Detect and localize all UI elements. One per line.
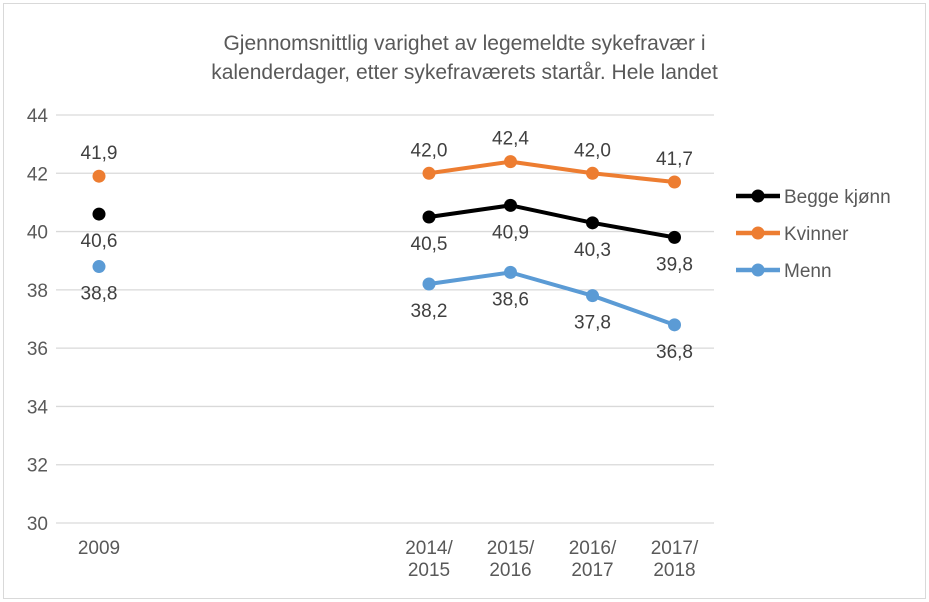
data-label-kvinner: 42,4 — [492, 129, 529, 150]
data-point-menn — [92, 260, 106, 274]
x-tick-label: 2014/2015 — [405, 538, 453, 581]
data-label-begge-kjonn: 40,3 — [574, 240, 611, 261]
data-point-kvinner — [668, 175, 681, 189]
data-point-begge-kjonn — [586, 216, 599, 230]
data-label-begge-kjonn: 39,8 — [656, 254, 693, 275]
legend-marker-begge-kjonn — [751, 189, 765, 203]
data-label-begge-kjonn: 40,6 — [81, 231, 118, 252]
y-tick-label: 34 — [27, 397, 49, 418]
data-label-menn: 38,8 — [81, 284, 118, 305]
x-tick-label: 2017/2018 — [651, 538, 699, 581]
data-point-kvinner — [504, 155, 517, 169]
y-tick-label: 38 — [27, 281, 48, 302]
data-label-kvinner: 42,0 — [411, 140, 448, 161]
data-label-begge-kjonn: 40,9 — [492, 222, 529, 243]
data-label-menn: 38,2 — [411, 301, 448, 322]
data-point-menn — [586, 289, 599, 303]
data-label-menn: 36,8 — [656, 342, 693, 363]
legend-label-kvinner: Kvinner — [784, 224, 849, 245]
y-tick-label: 30 — [27, 514, 48, 535]
legend-marker-menn — [751, 263, 765, 277]
data-label-kvinner: 41,9 — [81, 143, 118, 164]
y-tick-label: 36 — [27, 339, 48, 360]
y-tick-label: 32 — [27, 456, 48, 477]
data-point-menn — [422, 277, 436, 291]
series-line-begge-kjonn — [427, 203, 677, 240]
data-label-kvinner: 42,0 — [574, 140, 611, 161]
x-tick-label: 2016/2017 — [569, 538, 617, 581]
legend-label-menn: Menn — [784, 261, 832, 282]
data-point-begge-kjonn — [422, 210, 436, 224]
x-tick-label: 2015/2016 — [487, 538, 535, 581]
data-point-kvinner — [422, 166, 436, 180]
data-point-menn — [504, 265, 517, 279]
data-point-kvinner — [92, 169, 106, 183]
data-label-kvinner: 41,7 — [656, 149, 693, 170]
y-tick-label: 44 — [27, 106, 49, 127]
chart-title-line-2: kalenderdager, etter sykefraværets start… — [211, 61, 718, 84]
data-point-begge-kjonn — [92, 207, 106, 221]
series-line-menn — [427, 270, 677, 327]
series-line-kvinner — [427, 159, 677, 185]
chart-title: Gjennomsnittlig varighet av legemeldte s… — [0, 29, 929, 87]
data-point-begge-kjonn — [668, 230, 681, 244]
data-point-begge-kjonn — [504, 198, 517, 212]
y-tick-label: 40 — [27, 223, 48, 244]
x-tick-label: 2009 — [78, 538, 120, 559]
y-tick-label: 42 — [27, 164, 48, 185]
legend-label-begge-kjonn: Begge kjønn — [784, 187, 891, 208]
data-label-begge-kjonn: 40,5 — [411, 234, 448, 255]
data-point-menn — [668, 318, 681, 332]
data-label-menn: 38,6 — [492, 289, 529, 310]
chart-title-line-1: Gjennomsnittlig varighet av legemeldte s… — [223, 32, 706, 55]
legend-marker-kvinner — [751, 226, 765, 240]
data-label-menn: 37,8 — [574, 313, 611, 334]
data-point-kvinner — [586, 166, 599, 180]
